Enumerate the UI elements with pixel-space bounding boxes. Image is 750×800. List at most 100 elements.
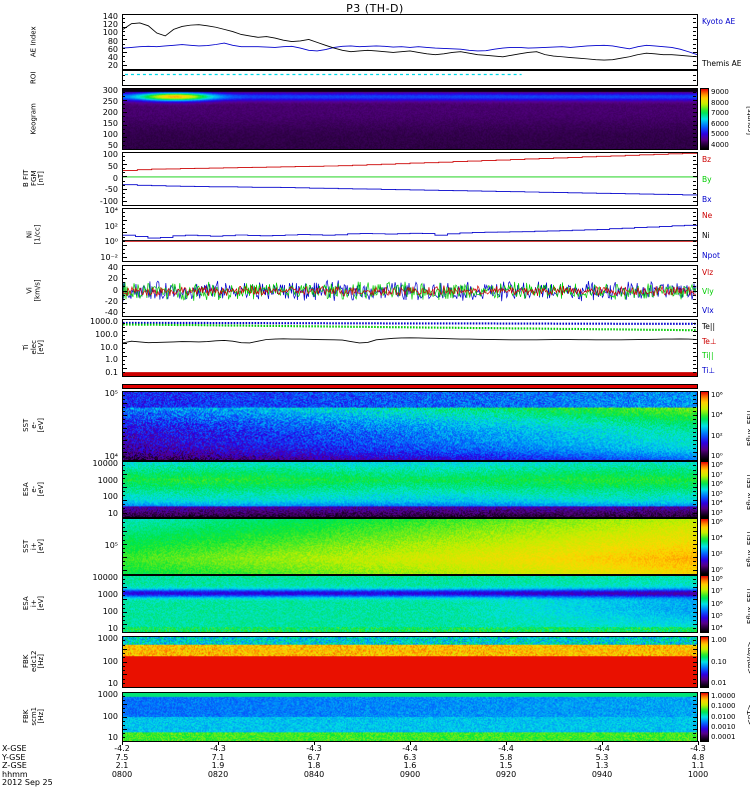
- tick-marks-fbk_scm1-right: [692, 692, 698, 742]
- y-tick-vi-3: -20: [104, 296, 118, 306]
- y-axis-label-sst_e: SST e- [eV]: [21, 417, 45, 433]
- legend-ti-0: Te||: [702, 322, 715, 331]
- tick-marks-ni-left: [122, 208, 128, 262]
- y-tick-esa_e-2: 100: [102, 492, 118, 502]
- trace-svg: [123, 321, 697, 376]
- colorbar-label-esa_e-3: 10⁵: [711, 489, 723, 498]
- x-tick-mark-1: [218, 741, 219, 745]
- spectrogram-sst_e: [123, 392, 697, 460]
- x-axis-y_gse-2: 6.7: [307, 752, 321, 762]
- x-axis-x_gse-5: -4.4: [594, 744, 610, 753]
- series-Kyoto AE: [123, 42, 697, 56]
- colorbar-title-esa_e: Eflux, EFU: [746, 474, 750, 510]
- x-axis-y_gse-5: 5.3: [595, 752, 609, 762]
- trace-svg: [123, 153, 697, 196]
- y-tick-sst_e-1: 10⁴: [104, 452, 118, 461]
- tick-marks-roi-right: [692, 70, 698, 86]
- colorbar-sst_e: [700, 391, 709, 461]
- colorbar-fbk_edc12: [700, 636, 709, 688]
- colorbar-label-esa_e-5: 10³: [711, 509, 723, 517]
- panel-sst_e: [122, 391, 698, 461]
- colorbar-label-keogram-0: 9000: [711, 88, 729, 96]
- colorbar-label-keogram-4: 5000: [711, 130, 729, 139]
- y-tick-fbk_scm1-2: 10: [107, 733, 118, 742]
- x-axis-time-3: 0900: [399, 769, 421, 779]
- y-tick-vi-2: 0: [112, 285, 118, 295]
- y-axis-label-esa_i: ESA i+ [eV]: [21, 595, 45, 611]
- x-axis-y_gse-6: 4.8: [691, 752, 705, 762]
- tick-marks-fbk_scm1-left: [122, 692, 128, 742]
- x-tick-mark-0: [122, 741, 123, 745]
- x-axis-x_gse-4: -4.4: [498, 744, 514, 753]
- series-Ni: [123, 224, 697, 239]
- colorbar-label-esa_e-0: 10⁸: [711, 461, 723, 469]
- colorbar-label-keogram-2: 7000: [711, 109, 729, 118]
- y-tick-ti-3: 1.0: [105, 355, 118, 365]
- trace-svg: [123, 224, 697, 242]
- x-axis-y_gse-4: 5.8: [499, 752, 513, 762]
- tick-marks-sst_e-left: [122, 391, 128, 461]
- y-tick-bfit-2: 0: [112, 173, 118, 183]
- y-axis-label-fbk_edc12: FBK edc12 [Hz]: [21, 650, 45, 673]
- y-tick-ti-0: 1000.0: [90, 317, 118, 326]
- colorbar-label-fbk_edc12-1: 0.10: [711, 657, 727, 666]
- y-tick-keogram-0: 300: [102, 86, 118, 95]
- y-tick-vi-0: 40: [107, 263, 118, 272]
- tick-marks-keogram-right: [692, 88, 698, 150]
- y-tick-bfit-4: -100: [99, 197, 118, 206]
- x-tick-mark-6: [698, 741, 699, 745]
- tick-marks-sst_e-right: [692, 391, 698, 461]
- tick-marks-bfit-left: [122, 152, 128, 206]
- x-tick-mark-4: [506, 741, 507, 745]
- y-tick-fbk_edc12-1: 100: [102, 656, 118, 666]
- colorbar-label-fbk_scm1-2: 0.0100: [711, 712, 736, 721]
- colorbar-label-sst_e-1: 10⁴: [711, 411, 723, 420]
- y-tick-fbk_scm1-0: 1000: [97, 690, 118, 699]
- colorbar-title-sst_e: Eflux, EFU: [746, 410, 750, 446]
- y-tick-esa_e-1: 1000: [97, 475, 118, 485]
- y-tick-keogram-5: 50: [107, 141, 118, 150]
- colorbar-label-esa_e-4: 10⁴: [711, 499, 723, 508]
- x-axis-x_gse-3: -4.4: [402, 744, 418, 753]
- y-tick-sst_e-0: 10⁵: [104, 389, 118, 398]
- tick-marks-sst_i-left: [122, 518, 128, 575]
- trace-svg: [123, 22, 697, 61]
- x-axis-z_gse-5: 1.3: [595, 761, 609, 770]
- colorbar-label-sst_e-0: 10⁶: [711, 391, 723, 399]
- tick-marks-ti-left: [122, 319, 128, 377]
- x-tick-mark-2: [314, 741, 315, 745]
- series-Ti: [123, 337, 697, 344]
- y-tick-ae-4: 60: [107, 44, 118, 54]
- x-axis-x_gse-2: -4.3: [306, 744, 322, 753]
- legend-bfit-2: Bx: [702, 195, 712, 204]
- axis-row-label-hhmm: hhmm: [2, 769, 28, 779]
- panel-ti: [122, 319, 698, 377]
- y-tick-ni-0: 10⁴: [104, 206, 118, 215]
- tick-marks-esa_i-right: [692, 575, 698, 633]
- sst-saturation-bar: [122, 384, 698, 389]
- spectrogram-esa_i: [123, 576, 697, 632]
- colorbar-label-esa_e-2: 10⁶: [711, 480, 723, 489]
- axis-row-label-z-gse: Z-GSE: [2, 761, 27, 770]
- y-tick-ti-4: 0.1: [105, 368, 118, 377]
- x-axis-time-6: 1000: [687, 769, 709, 779]
- colorbar-label-sst_i-3: 10⁰: [711, 566, 723, 574]
- colorbar-label-fbk_edc12-2: 0.01: [711, 679, 727, 687]
- tick-marks-bfit-right: [692, 152, 698, 206]
- legend-bfit-1: By: [702, 175, 712, 184]
- series-Bx: [123, 184, 697, 196]
- tick-marks-ni-right: [692, 208, 698, 262]
- axis-row-label-x-gse: X-GSE: [2, 744, 27, 753]
- tick-marks-sst_i-right: [692, 518, 698, 575]
- legend-vi-0: Vlz: [702, 268, 714, 277]
- colorbar-esa_i: [700, 575, 709, 633]
- y-axis-label-fbk_scm1: FBK scm1 [Hz]: [21, 706, 45, 726]
- tick-marks-ae-left: [122, 14, 128, 70]
- panel-esa_i: [122, 575, 698, 633]
- y-tick-bfit-1: 50: [107, 161, 118, 171]
- tick-marks-esa_e-right: [692, 461, 698, 518]
- colorbar-sst_i: [700, 518, 709, 575]
- tick-marks-vi-right: [692, 265, 698, 317]
- legend-ni-1: Ni: [702, 231, 710, 240]
- tick-marks-esa_e-left: [122, 461, 128, 518]
